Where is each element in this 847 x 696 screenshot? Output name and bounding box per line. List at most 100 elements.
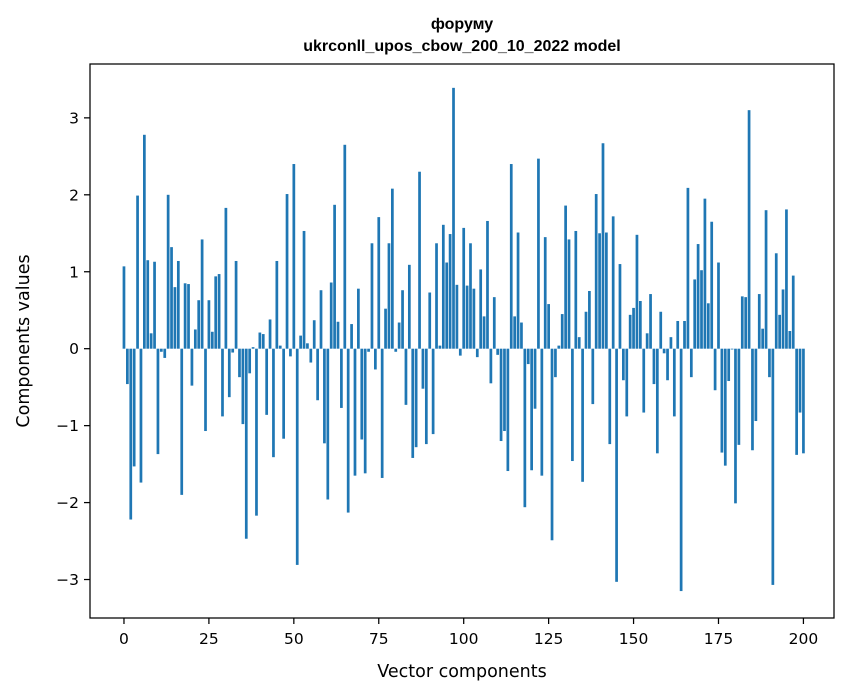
bar [156,348,160,455]
bar [299,335,302,349]
bar [785,209,788,349]
bar [272,348,275,458]
bar [591,348,595,405]
x-tick-label: 125 [534,630,564,648]
bar [533,348,537,409]
bar [720,348,724,453]
bar [173,287,177,349]
bar [217,274,221,349]
bar [353,348,357,476]
bar [625,348,629,417]
bar [224,207,228,349]
bar [472,288,476,349]
bar [176,260,180,349]
bar [204,348,207,432]
bar [170,247,173,349]
bar [516,232,520,349]
bar [499,348,503,442]
y-tick-label: 2 [69,186,79,204]
bar [414,348,418,448]
bar [757,294,761,349]
bar [509,164,513,349]
bar [608,348,612,445]
x-axis-ticks: 0 25 50 75 100 125 150 175 200 [119,618,818,648]
bar [343,144,347,349]
bar [774,253,778,349]
bar [574,230,578,349]
bar [136,195,139,349]
x-tick-label: 75 [369,630,389,648]
bar [523,348,527,508]
bar [537,158,540,349]
bar [265,348,269,415]
bar [645,333,649,349]
y-tick-label: −3 [56,571,79,589]
bar [357,288,360,349]
bar [374,348,377,370]
bar [744,297,748,349]
bar [672,348,676,417]
y-axis-ticks: −3 −2 −1 0 1 2 3 [56,109,90,589]
bar [146,260,150,349]
bar [285,194,289,349]
bar [333,204,336,349]
bar [129,348,133,520]
x-tick-label: 0 [119,630,129,648]
bar [700,270,703,349]
bar [547,304,550,349]
bar [543,237,547,349]
bar [540,348,544,476]
bar [469,243,472,349]
bar [289,348,292,357]
bar [367,348,370,352]
bar [377,217,381,349]
bar [197,300,201,349]
bar [482,316,486,349]
bar [248,348,252,374]
bar [312,320,316,349]
bar [676,320,680,349]
bar [703,198,707,349]
bar [513,316,517,349]
bar [153,261,156,349]
bar [778,314,781,349]
bar [713,348,717,391]
bar [387,243,391,349]
bar [465,285,469,349]
bar [577,337,581,349]
bar [323,348,326,444]
bar [346,348,350,513]
bar [666,348,669,381]
bar [306,343,309,349]
bar [611,216,615,349]
bar [221,348,224,417]
bar [302,230,306,349]
bar [639,300,642,349]
bar [435,243,438,349]
bar [207,300,211,349]
bar [401,290,404,349]
plot-frame [89,63,835,619]
y-tick-label: 0 [69,340,79,358]
bar [734,348,737,504]
bar [404,348,408,405]
bar [278,345,282,349]
bar [727,348,731,382]
bar [445,262,449,349]
bar [737,348,741,445]
x-tick-label: 150 [619,630,649,648]
bar [791,275,795,349]
bar [316,348,319,401]
bar [210,331,214,349]
bar [564,205,567,349]
bar [275,260,279,349]
bar [190,348,194,386]
chart-title-line-2: ukrconll_upos_cbow_200_10_2022 model [303,38,620,55]
bar [751,348,754,451]
bar [601,143,605,349]
bar [421,348,425,389]
bar [282,348,285,439]
bar [258,332,262,349]
bar [652,348,656,385]
